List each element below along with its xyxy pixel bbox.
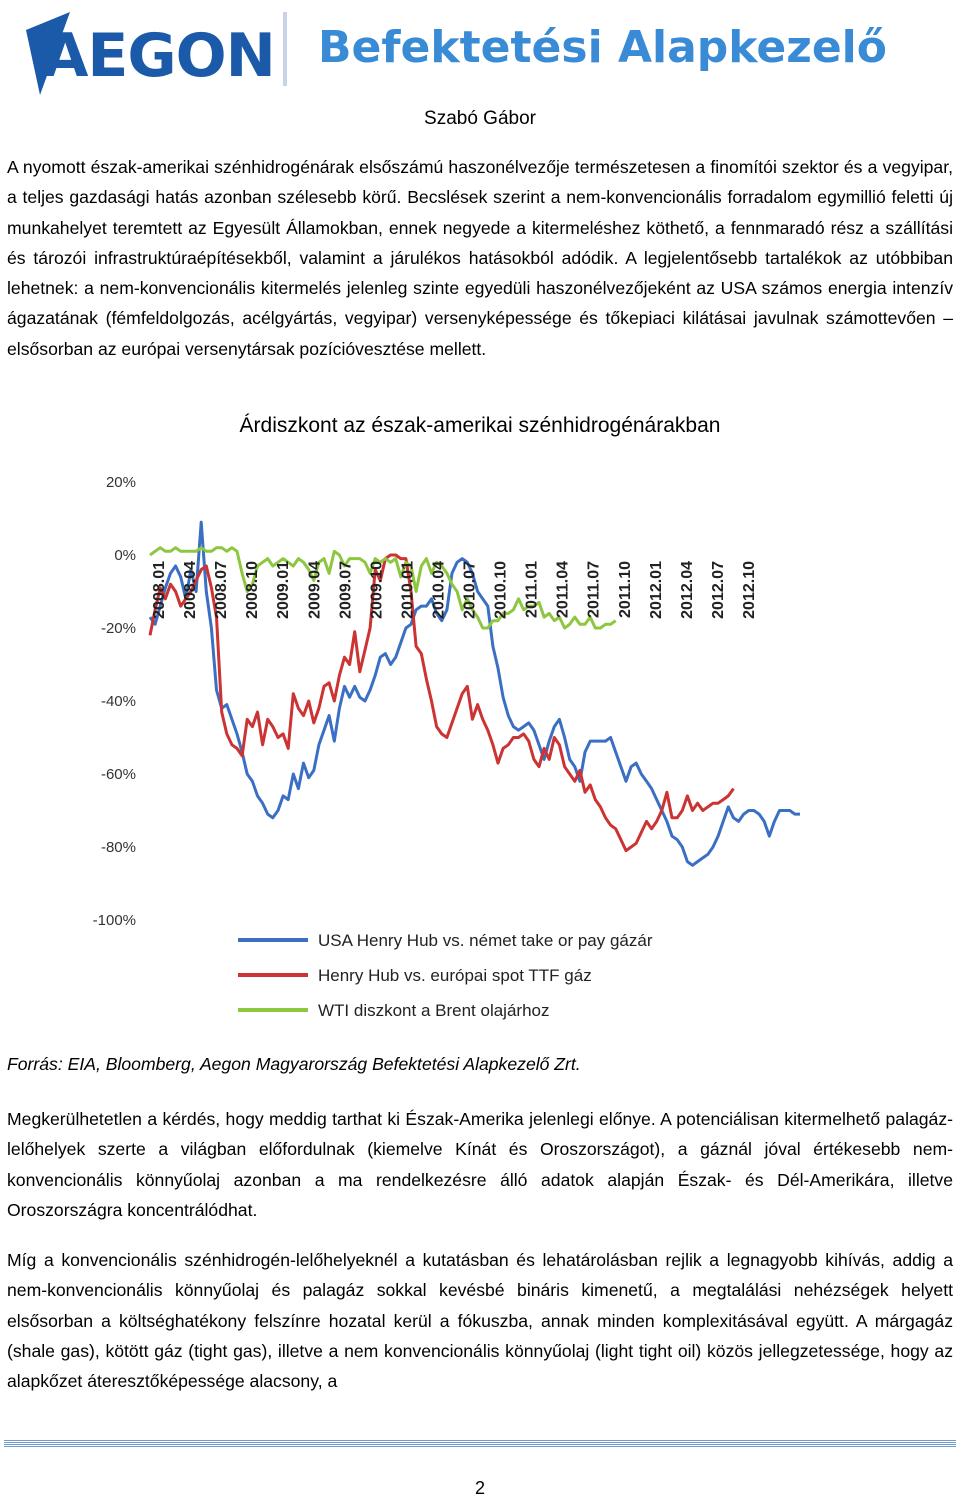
x-date-label: 2012.04 xyxy=(679,561,696,619)
series-line-3 xyxy=(149,546,617,630)
legend-label-2: Henry Hub vs. európai spot TTF gáz xyxy=(318,966,592,985)
x-date-label: 2009.04 xyxy=(306,561,323,619)
y-tick-label: -100% xyxy=(93,912,136,929)
source-note: Forrás: EIA, Bloomberg, Aegon Magyarorsz… xyxy=(7,1054,581,1074)
x-date-label: 2011.07 xyxy=(586,561,603,618)
x-date-label: 2010.01 xyxy=(399,561,416,619)
x-date-label: 2012.01 xyxy=(648,561,665,619)
x-date-label: 2008.07 xyxy=(213,561,230,619)
chart-title: Árdiszkont az észak-amerikai szénhidrogé… xyxy=(239,414,721,437)
y-tick-label: -60% xyxy=(101,766,136,783)
series-line-1 xyxy=(148,520,800,867)
paragraph-3: Míg a konvencionális szénhidrogén-lelőhe… xyxy=(7,1250,953,1392)
page-number: 2 xyxy=(474,1478,485,1498)
y-tick-label: -20% xyxy=(101,620,136,637)
x-date-label: 2011.10 xyxy=(617,561,634,618)
legend-label-1: USA Henry Hub vs. német take or pay gázá… xyxy=(318,931,653,950)
x-date-label: 2010.07 xyxy=(462,561,479,619)
header-logo-area: AEGON Befektetési Alapkezelő xyxy=(26,12,887,95)
footer-rule xyxy=(4,1440,956,1448)
x-date-label: 2008.04 xyxy=(182,561,199,619)
x-date-label: 2010.10 xyxy=(493,561,510,619)
x-date-label: 2008.01 xyxy=(151,561,168,619)
y-tick-label: -80% xyxy=(101,839,136,856)
aegon-logo: AEGON xyxy=(26,12,276,95)
aegon-logo-mark xyxy=(26,12,70,95)
author-name: Szabó Gábor xyxy=(424,108,536,129)
header-divider xyxy=(283,12,287,86)
x-date-label: 2011.04 xyxy=(555,561,572,618)
y-tick-label: 20% xyxy=(106,474,136,491)
x-date-label: 2012.07 xyxy=(710,561,727,619)
paragraph-1: A nyomott észak-amerikai szénhidrogénára… xyxy=(7,157,953,359)
x-date-label: 2008.10 xyxy=(244,561,261,619)
legend-label-3: WTI diszkont a Brent olajárhoz xyxy=(318,1001,549,1020)
aegon-logo-text: AEGON xyxy=(42,21,275,91)
y-tick-label: -40% xyxy=(101,693,136,710)
price-discount-chart: 20% 0% -20% -40% -60% -80% -100% 2008.01 2008.04… xyxy=(93,474,800,1020)
x-date-label: 2012.10 xyxy=(741,561,758,619)
x-date-label: 2009.01 xyxy=(275,561,292,619)
paragraph-2: Megkerülhetetlen a kérdés, hogy meddig t… xyxy=(7,1109,953,1220)
series-line-2 xyxy=(148,553,735,853)
y-tick-label: 0% xyxy=(114,547,136,564)
x-date-label: 2009.07 xyxy=(337,561,354,619)
x-date-label: 2010.04 xyxy=(430,561,447,619)
company-name: Befektetési Alapkezelő xyxy=(318,22,887,73)
x-date-label: 2011.01 xyxy=(524,561,541,618)
x-date-label: 2009.10 xyxy=(368,561,385,619)
